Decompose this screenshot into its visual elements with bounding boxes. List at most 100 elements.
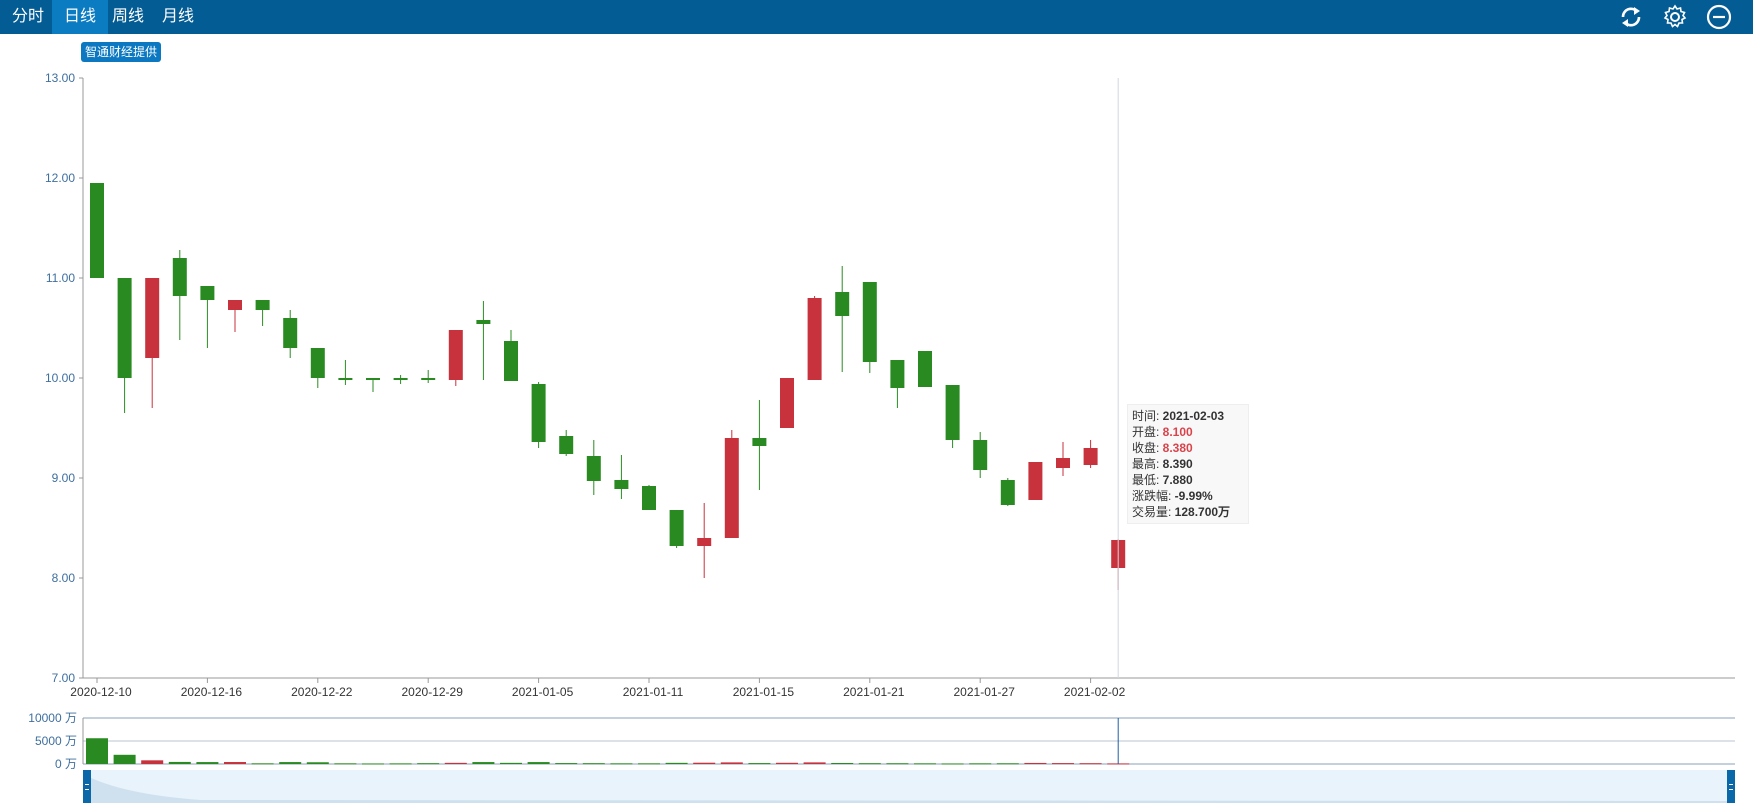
y-tick-label: 8.00 [52,571,76,585]
volume-bar [389,763,412,765]
x-tick-label: 2021-01-11 [623,685,684,699]
volume-bar [720,762,743,764]
candle-tooltip: 时间: 2021-02-03 开盘: 8.100 收盘: 8.380 最高: 8… [1127,404,1249,524]
volume-bar [693,762,716,764]
volume-bar [251,763,274,765]
volume-bar [914,763,936,765]
tooltip-row-low: 最低: 7.880 [1132,473,1193,487]
y-tick-label: 10.00 [45,371,75,385]
candle-body [752,438,767,446]
volume-bar [638,763,660,765]
candle-body [835,292,850,316]
tooltip-row-close: 收盘: 8.380 [1132,441,1193,455]
tooltip-row-change: 涨跌幅: -9.99% [1132,489,1213,503]
data-provider-badge: 智通财经提供 [81,42,162,62]
candle-body [724,438,739,538]
candle-body [780,378,794,428]
volume-bar [665,762,688,764]
candle-body [531,384,546,442]
y-tick-label: 13.00 [45,71,75,85]
volume-bar [417,763,440,765]
minus-circle-icon[interactable] [1705,3,1733,31]
volume-bar [941,763,964,765]
volume-bar [858,763,881,765]
candle-body [172,258,187,296]
volume-bar [748,763,771,765]
volume-bar [196,762,219,764]
candle-body [586,456,601,481]
candle-body [200,286,215,300]
candle-body [945,385,960,440]
x-tick-label: 2020-12-16 [181,685,243,699]
candle-body [1056,458,1070,468]
candle-body [228,300,242,310]
volume-bar [1024,762,1047,764]
tab-intraday[interactable]: 分时 [12,8,45,25]
volume-bar [610,763,633,765]
datazoom-preview [83,774,1735,803]
volume-bar [886,763,909,765]
volume-bars [86,738,1130,765]
volume-bar [362,763,384,765]
tab-monthly[interactable]: 月线 [162,8,195,25]
x-tick-label: 2020-12-22 [291,685,353,699]
volume-bar [1052,763,1074,765]
volume-bar [224,762,246,764]
volume-bar [582,763,605,765]
volume-bar [996,763,1019,765]
volume-bar [113,754,136,764]
candle-body [862,282,877,362]
candle-body [918,351,932,387]
candle-body [559,436,574,454]
x-tick-label: 2021-01-21 [843,685,905,699]
volume-bar [555,763,578,765]
x-tick-label: 2021-01-05 [512,685,574,699]
candle-body [145,278,160,358]
x-tick-label: 2020-12-10 [70,685,132,699]
volume-bar [1079,763,1102,765]
tooltip-row-high: 最高: 8.390 [1132,457,1193,471]
candle-body [504,341,518,381]
tab-weekly[interactable]: 周线 [112,8,145,25]
y-tick-label: 9.00 [52,471,76,485]
candle-body [117,278,132,378]
candle-body [1028,462,1043,500]
candles [90,183,1126,590]
volume-bar [168,761,191,764]
x-tick-label: 2020-12-29 [402,685,464,699]
candle-body [614,480,629,489]
x-tick-label: 2021-02-02 [1064,685,1126,699]
gear-icon[interactable] [1661,3,1689,31]
candle-body [366,378,380,380]
datazoom-handle-right[interactable] [1727,770,1735,803]
candle-body [90,183,104,278]
volume-bar [500,762,522,764]
volume-tick-label: 5000 万 [35,734,77,748]
volume-bar [776,762,798,764]
kline-chart[interactable]: 13.0012.0011.0010.009.008.007.002020-12-… [0,34,1753,803]
volume-bar [86,738,108,764]
candle-body [669,510,684,546]
candle-body [697,538,712,546]
candle-body [1000,480,1015,505]
candle-body [1083,448,1098,465]
volume-bar [969,763,992,765]
y-tick-label: 12.00 [45,171,75,185]
tab-daily[interactable]: 日线 [52,0,109,34]
volume-bar [141,760,164,764]
refresh-icon[interactable] [1617,3,1645,31]
volume-tick-label: 0 万 [55,757,77,771]
datazoom-handle-left[interactable] [83,770,91,803]
candle-body [310,348,325,378]
candle-body [338,378,353,380]
y-tick-label: 11.00 [46,271,75,285]
candle-body [973,440,988,470]
candle-body [393,378,408,380]
volume-bar [306,762,329,764]
tooltip-row-time: 时间: 2021-02-03 [1132,409,1225,423]
volume-bar [831,762,854,764]
candle-body [283,318,298,348]
candle-body [890,360,905,388]
x-tick-label: 2021-01-15 [733,685,795,699]
candle-body [476,320,491,324]
